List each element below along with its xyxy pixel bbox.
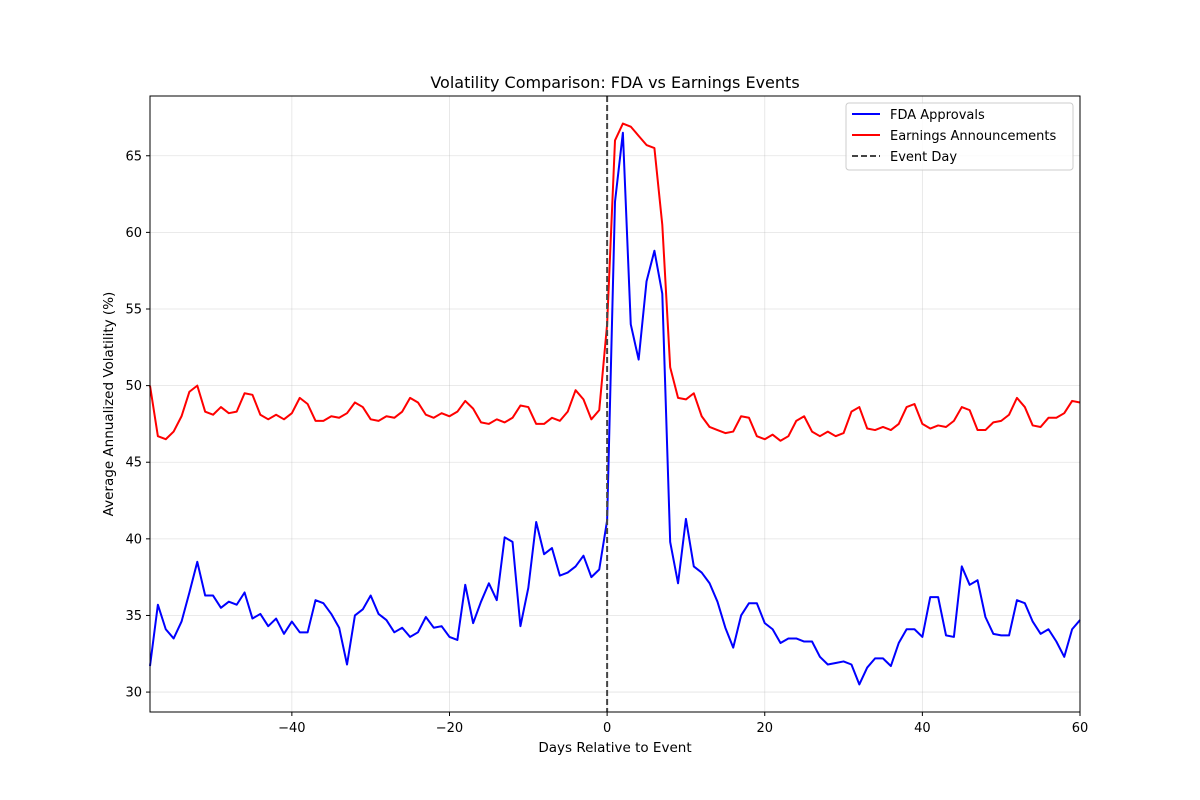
y-tick-label: 30 (125, 686, 142, 701)
series-line-earnings-announcements (149, 122, 1081, 442)
y-tick-label: 45 (125, 456, 142, 471)
x-axis-ticks: −40 −20 0 20 40 60 (278, 712, 1088, 736)
y-tick-label: 60 (125, 226, 142, 241)
y-tick-label: 35 (125, 609, 142, 624)
x-tick-label: −20 (436, 721, 463, 736)
x-tick-label: −40 (278, 721, 305, 736)
y-axis-ticks: 30 35 40 45 50 55 60 65 (125, 149, 150, 701)
x-tick-label: 20 (756, 721, 773, 736)
y-tick-label: 50 (125, 379, 142, 394)
legend: FDA Approvals Earnings Announcements Eve… (845, 102, 1074, 171)
y-tick-label: 40 (125, 532, 142, 547)
legend-label-earnings: Earnings Announcements (890, 129, 1056, 144)
x-tick-label: 0 (603, 721, 611, 736)
x-tick-label: 60 (1072, 721, 1089, 736)
series-layer (149, 122, 1081, 686)
y-axis-label: Average Annualized Volatility (%) (101, 292, 117, 517)
legend-label-fda: FDA Approvals (890, 108, 985, 123)
plot-frame (149, 95, 1081, 713)
chart-title: Volatility Comparison: FDA vs Earnings E… (430, 73, 799, 92)
y-tick-label: 65 (125, 149, 142, 164)
plot-area (150, 96, 1080, 712)
legend-label-event-day: Event Day (890, 150, 957, 165)
x-tick-label: 40 (914, 721, 931, 736)
series-line-fda-approvals (149, 131, 1081, 686)
y-tick-label: 55 (125, 302, 142, 317)
x-axis-label: Days Relative to Event (538, 740, 691, 756)
legend-box (845, 102, 1074, 171)
